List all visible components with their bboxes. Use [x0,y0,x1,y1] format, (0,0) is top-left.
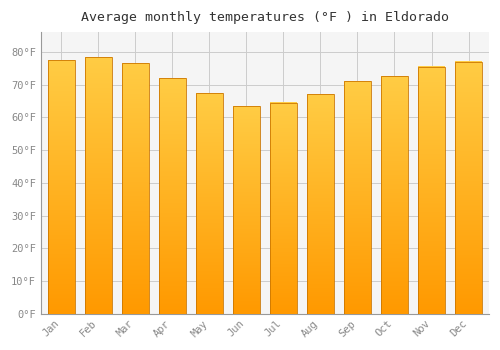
Bar [270,103,297,314]
Bar [418,66,445,314]
Title: Average monthly temperatures (°F ) in Eldorado: Average monthly temperatures (°F ) in El… [81,11,449,24]
Bar [381,76,408,314]
Bar [48,60,74,314]
Bar [159,78,186,314]
Bar [196,93,222,314]
Bar [233,106,260,314]
Bar [85,57,112,314]
Bar [455,62,482,314]
Bar [307,94,334,314]
Bar [344,81,371,314]
Bar [122,63,148,314]
